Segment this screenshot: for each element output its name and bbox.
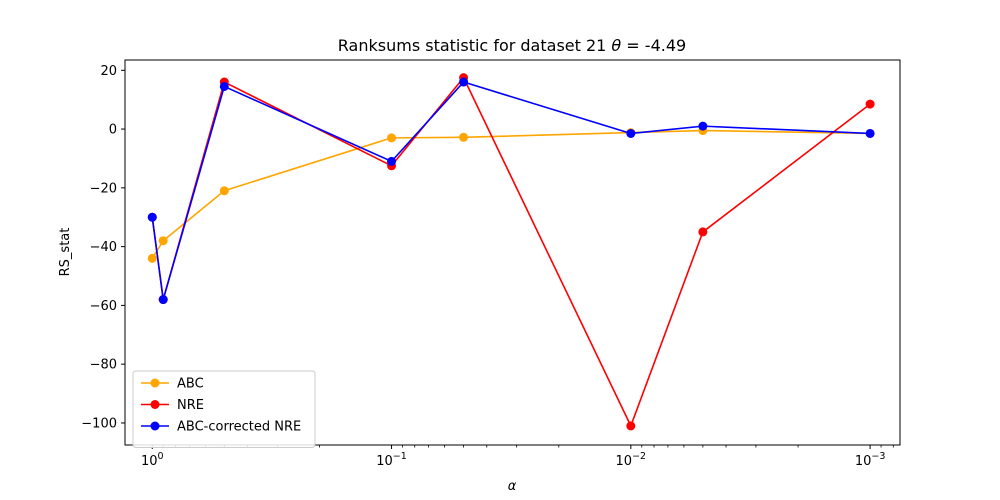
data-point-abc-corrected-nre bbox=[698, 121, 708, 131]
y-tick-label: −100 bbox=[81, 416, 117, 431]
legend-box bbox=[132, 370, 316, 448]
data-point-abc bbox=[147, 253, 157, 263]
legend-marker bbox=[150, 421, 160, 431]
data-point-nre bbox=[865, 99, 875, 109]
chart-title-prefix: Ranksums statistic for dataset 21 bbox=[338, 36, 612, 55]
x-tick-label: 10−1 bbox=[376, 451, 407, 469]
data-point-abc-corrected-nre bbox=[626, 128, 636, 138]
legend-item: ABC bbox=[141, 377, 204, 392]
data-point-abc-corrected-nre bbox=[219, 81, 229, 91]
data-point-nre bbox=[698, 227, 708, 237]
series-line-abc bbox=[151, 129, 871, 259]
y-tick-label: 0 bbox=[109, 123, 117, 138]
chart-title-theta: θ bbox=[611, 36, 621, 55]
y-tick-label: −40 bbox=[90, 240, 117, 255]
x-axis-label: α bbox=[508, 479, 517, 494]
legend-marker bbox=[150, 400, 160, 409]
axes-frame bbox=[124, 59, 901, 446]
legend-label: ABC-corrected NRE bbox=[177, 420, 301, 435]
x-tick-label: 100 bbox=[141, 451, 164, 469]
series-line-abc-corrected-nre bbox=[151, 81, 871, 301]
data-point-nre bbox=[626, 421, 636, 431]
x-axis-ticks: 100 10−1 10−2 10−3 bbox=[141, 445, 894, 469]
data-point-abc bbox=[158, 236, 168, 246]
chart-title: Ranksums statistic for dataset 21 θ = -4… bbox=[338, 36, 686, 55]
legend-label: ABC bbox=[177, 377, 204, 392]
chart-title-suffix: = -4.49 bbox=[621, 36, 686, 55]
legend-marker bbox=[150, 378, 160, 388]
data-point-abc-corrected-nre bbox=[865, 128, 875, 138]
x-tick-label: 10−2 bbox=[616, 451, 647, 469]
x-tick-label: 10−3 bbox=[855, 451, 886, 469]
series-abc bbox=[147, 126, 875, 263]
legend: ABC NRE ABC-corrected NRE bbox=[132, 370, 316, 448]
data-point-abc bbox=[387, 133, 397, 143]
data-point-abc-corrected-nre bbox=[158, 295, 168, 305]
data-point-abc bbox=[459, 132, 469, 142]
y-tick-label: −80 bbox=[90, 358, 117, 373]
y-tick-label: −60 bbox=[90, 299, 117, 314]
y-axis-label: RS_stat bbox=[58, 228, 73, 277]
data-point-abc-corrected-nre bbox=[459, 77, 469, 87]
series-abc-corrected-nre bbox=[147, 77, 875, 305]
y-tick-label: −20 bbox=[90, 181, 117, 196]
legend-label: NRE bbox=[177, 398, 204, 413]
legend-item: ABC-corrected NRE bbox=[141, 420, 301, 435]
data-point-abc-corrected-nre bbox=[387, 156, 397, 166]
plot-area bbox=[147, 73, 875, 431]
y-axis-ticks: 20 0 −20 −40 −60 −80 −100 bbox=[81, 64, 125, 431]
data-point-abc bbox=[219, 186, 229, 196]
legend-item: NRE bbox=[141, 398, 204, 413]
y-tick-label: 20 bbox=[100, 64, 117, 79]
data-point-abc-corrected-nre bbox=[147, 212, 157, 222]
